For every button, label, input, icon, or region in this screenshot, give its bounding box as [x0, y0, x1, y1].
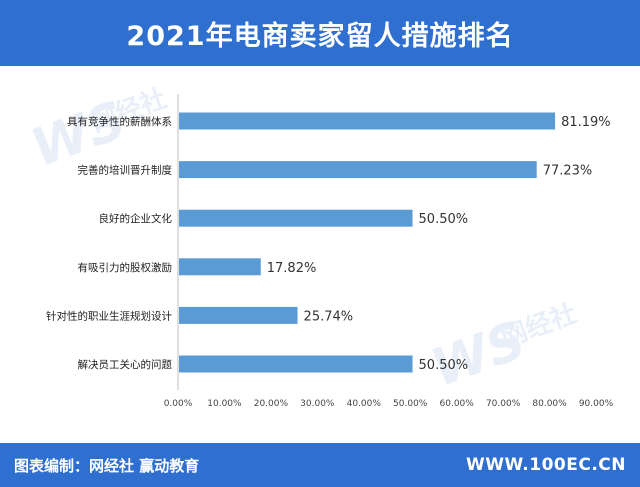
category-label: 良好的企业文化	[99, 212, 173, 225]
x-tick-label: 40.00%	[347, 399, 382, 409]
x-axis-ticks: 0.00% 10.00% 20.00% 30.00% 40.00% 50.00% 60.00…	[164, 399, 614, 409]
bar	[179, 258, 261, 276]
bar	[179, 112, 556, 130]
bar-chart: WS 网经社 WS 网经社 具有竞争性的薪酬体系完善的培训晋升制度良好的企业文化…	[24, 83, 614, 409]
chart-title: 2021年电商卖家留人措施排名	[126, 20, 514, 52]
bar	[179, 209, 413, 227]
value-label: 50.50%	[419, 212, 469, 227]
x-tick-label: 0.00%	[164, 399, 193, 409]
x-tick-label: 10.00%	[207, 399, 242, 409]
category-label: 有吸引力的股权激励	[78, 261, 173, 274]
x-tick-label: 50.00%	[393, 399, 428, 409]
x-tick-label: 20.00%	[254, 399, 289, 409]
value-label: 50.50%	[419, 358, 469, 373]
value-label: 17.82%	[267, 261, 317, 276]
category-label: 具有竞争性的薪酬体系	[67, 115, 172, 128]
x-tick-label: 80.00%	[532, 399, 567, 409]
value-labels: 81.19% 77.23% 50.50% 17.82% 25.74% 50.50%	[267, 115, 611, 373]
category-labels: 具有竞争性的薪酬体系完善的培训晋升制度良好的企业文化有吸引力的股权激励针对性的职…	[46, 115, 172, 371]
footer-site-url: WWW.100EC.CN	[465, 455, 626, 475]
category-label: 针对性的职业生涯规划设计	[46, 309, 172, 322]
x-tick-label: 70.00%	[486, 399, 521, 409]
value-label: 77.23%	[543, 164, 593, 179]
bar	[179, 161, 537, 179]
svg-text:网经社: 网经社	[497, 298, 581, 354]
value-label: 25.74%	[304, 309, 354, 324]
chart-area: WS 网经社 WS 网经社 具有竞争性的薪酬体系 完善的培训晋升制度 良好的企业文化…	[0, 72, 640, 420]
category-label: 完善的培训晋升制度	[78, 164, 173, 177]
bars-group	[177, 94, 556, 390]
value-label: 81.19%	[561, 115, 611, 130]
bar	[179, 355, 413, 373]
svg-text:网经社: 网经社	[87, 83, 171, 139]
bar	[179, 306, 298, 324]
watermark-logo-right: WS 网经社	[424, 298, 581, 399]
category-label: 解决员工关心的问题	[78, 358, 173, 371]
x-tick-label: 90.00%	[579, 399, 614, 409]
x-tick-label: 30.00%	[300, 399, 335, 409]
title-banner: 2021年电商卖家留人措施排名	[0, 0, 640, 66]
footer-banner: 图表编制：网经社 赢动教育 WWW.100EC.CN	[0, 443, 640, 487]
footer-credit: 图表编制：网经社 赢动教育	[14, 456, 200, 475]
x-tick-label: 60.00%	[440, 399, 475, 409]
